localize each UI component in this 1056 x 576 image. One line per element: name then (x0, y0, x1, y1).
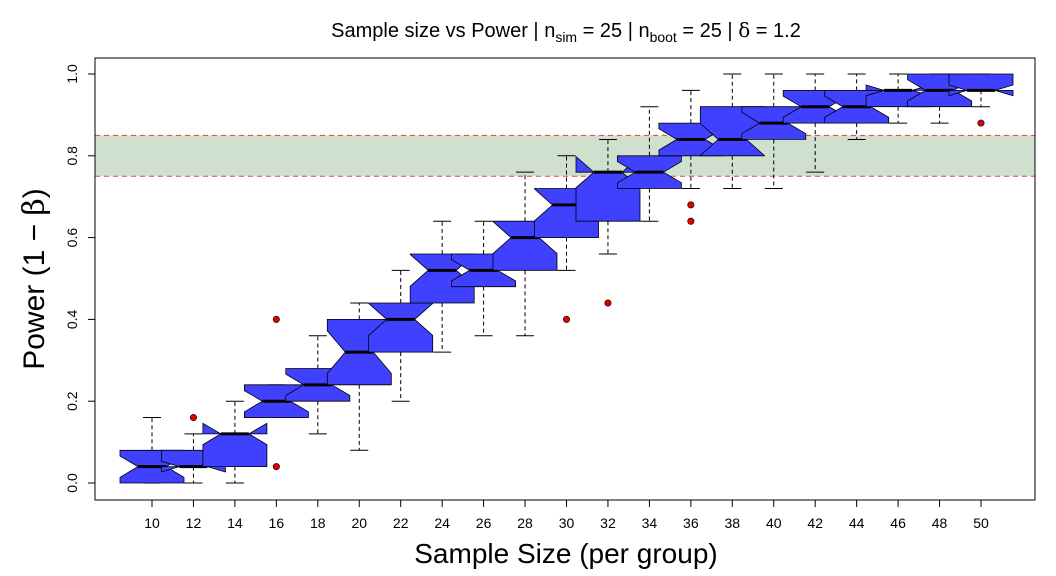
x-tick-label: 26 (476, 515, 492, 531)
x-tick-label: 12 (186, 515, 202, 531)
x-tick-label: 10 (144, 515, 160, 531)
x-axis-title: Sample Size (per group) (414, 538, 717, 569)
x-tick-label: 16 (269, 515, 285, 531)
x-tick-label: 22 (393, 515, 409, 531)
x-tick-label: 30 (559, 515, 575, 531)
box-34 (617, 106, 682, 222)
y-tick-label: 0.8 (64, 146, 80, 166)
box-50 (948, 73, 1014, 127)
x-tick-label: 28 (517, 515, 533, 531)
outlier-point (604, 299, 612, 307)
box-26 (451, 220, 516, 337)
x-tick-label: 20 (351, 515, 367, 531)
box-24 (409, 220, 475, 353)
x-tick-label: 48 (932, 515, 948, 531)
y-tick-label: 0.4 (64, 309, 80, 329)
boxes-layer (119, 73, 1014, 484)
outlier-point (687, 217, 695, 225)
outlier-point (272, 463, 280, 471)
outlier-point (977, 119, 985, 127)
x-tick-label: 44 (849, 515, 865, 531)
x-tick-label: 18 (310, 515, 326, 531)
outlier-point (189, 414, 197, 422)
y-tick-label: 0.6 (64, 228, 80, 248)
plot-frame (94, 57, 1036, 501)
x-tick-label: 36 (683, 515, 699, 531)
outlier-point (272, 315, 280, 323)
box-32 (575, 138, 641, 307)
box-body (948, 73, 1014, 97)
x-axis: 10 12 14 16 18 20 22 24 26 28 30 32 34 36 38 40 42 44 46 48… (144, 500, 989, 531)
x-tick-label: 32 (600, 515, 616, 531)
y-axis-title: Power (1 − β) (17, 188, 52, 370)
x-tick-label: 40 (766, 515, 782, 531)
y-tick-label: 1.0 (64, 64, 80, 84)
y-axis: 0.0 0.2 0.4 0.6 0.8 1.0 (64, 64, 95, 493)
x-tick-label: 46 (890, 515, 906, 531)
box-body (368, 302, 434, 353)
y-tick-label: 0.0 (64, 473, 80, 493)
box-36 (658, 89, 724, 225)
box-14 (202, 400, 268, 484)
outlier-point (687, 201, 695, 209)
x-tick-label: 34 (642, 515, 658, 531)
x-tick-label: 50 (973, 515, 989, 531)
x-tick-label: 14 (227, 515, 243, 531)
x-tick-label: 38 (725, 515, 741, 531)
outlier-point (562, 315, 570, 323)
x-tick-label: 42 (807, 515, 823, 531)
chart-title: Sample size vs Power | nsim = 25 | nboot… (331, 18, 801, 45)
x-tick-label: 24 (434, 515, 450, 531)
box-body (202, 422, 268, 468)
y-tick-label: 0.2 (64, 391, 80, 411)
